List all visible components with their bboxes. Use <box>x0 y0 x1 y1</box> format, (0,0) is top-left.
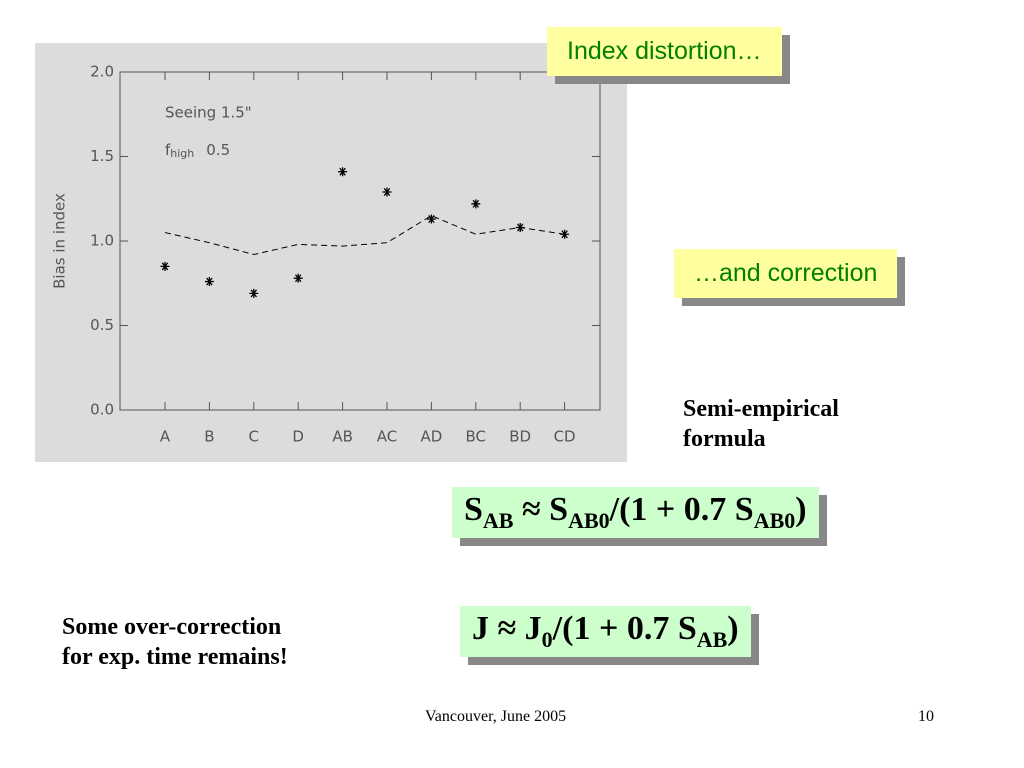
x-tick-label: A <box>160 428 171 446</box>
subscript: AB <box>482 507 514 533</box>
note-line: Some over-correction <box>62 614 282 640</box>
formula-part: J ≈ J <box>472 610 542 647</box>
data-point <box>382 187 392 197</box>
y-tick-label: 1.0 <box>90 232 114 250</box>
subscript: AB <box>696 626 728 652</box>
x-tick-label: CD <box>554 428 576 446</box>
subscript: AB0 <box>753 507 796 533</box>
formula: J ≈ J0/(1 + 0.7 SAB) <box>460 606 751 657</box>
y-tick-label: 2.0 <box>90 63 114 81</box>
formula-part: ≈ S <box>513 491 569 528</box>
page-number: 10 <box>918 708 934 725</box>
x-tick-label: AB <box>332 428 353 446</box>
data-point <box>293 273 303 283</box>
data-point <box>426 214 436 224</box>
subtitle-box: …and correction <box>674 249 898 298</box>
note-line: for exp. time remains! <box>62 644 288 670</box>
data-point <box>249 288 259 298</box>
annotation-part: 0.5 <box>206 141 230 159</box>
x-tick-label: B <box>204 428 214 446</box>
y-tick-label: 1.5 <box>90 147 114 165</box>
title-box: Index distortion… <box>547 27 782 76</box>
x-tick-label: BC <box>466 428 487 446</box>
data-point <box>160 261 170 271</box>
data-point <box>204 277 214 287</box>
data-point <box>338 167 348 177</box>
annotation: Seeing 1.5" <box>165 104 252 122</box>
y-axis-label: Bias in index <box>51 193 69 289</box>
x-tick-label: C <box>249 428 259 446</box>
x-tick-label: AC <box>377 428 397 446</box>
formula-label: Semi-empirical formula <box>683 394 839 454</box>
label-line: Semi-empirical <box>683 396 839 422</box>
formula-part: S <box>464 491 483 528</box>
subscript: AB0 <box>568 507 610 533</box>
chart-background <box>35 43 627 462</box>
formula-part: ) <box>727 610 739 647</box>
footer-text: Vancouver, June 2005 <box>425 708 567 725</box>
label-line: formula <box>683 426 766 452</box>
note: Some over-correction for exp. time remai… <box>62 612 288 672</box>
annotation-part: high <box>170 147 194 160</box>
y-tick-label: 0.0 <box>90 401 114 419</box>
x-tick-label: D <box>292 428 304 446</box>
formula-part: ) <box>795 491 807 528</box>
formula-part: /(1 + 0.7 S <box>609 491 754 528</box>
trend-line <box>164 215 565 256</box>
subscript: 0 <box>541 626 553 652</box>
y-tick-label: 0.5 <box>90 316 114 334</box>
data-point <box>471 199 481 209</box>
formula-part: /(1 + 0.7 S <box>552 610 697 647</box>
annotation-part: f <box>165 141 171 159</box>
annotation: fhigh 0.5 <box>165 141 230 161</box>
x-tick-label: AD <box>420 428 442 446</box>
x-tick-label: BD <box>509 428 531 446</box>
formula: SAB ≈ SAB0/(1 + 0.7 SAB0) <box>452 487 819 538</box>
